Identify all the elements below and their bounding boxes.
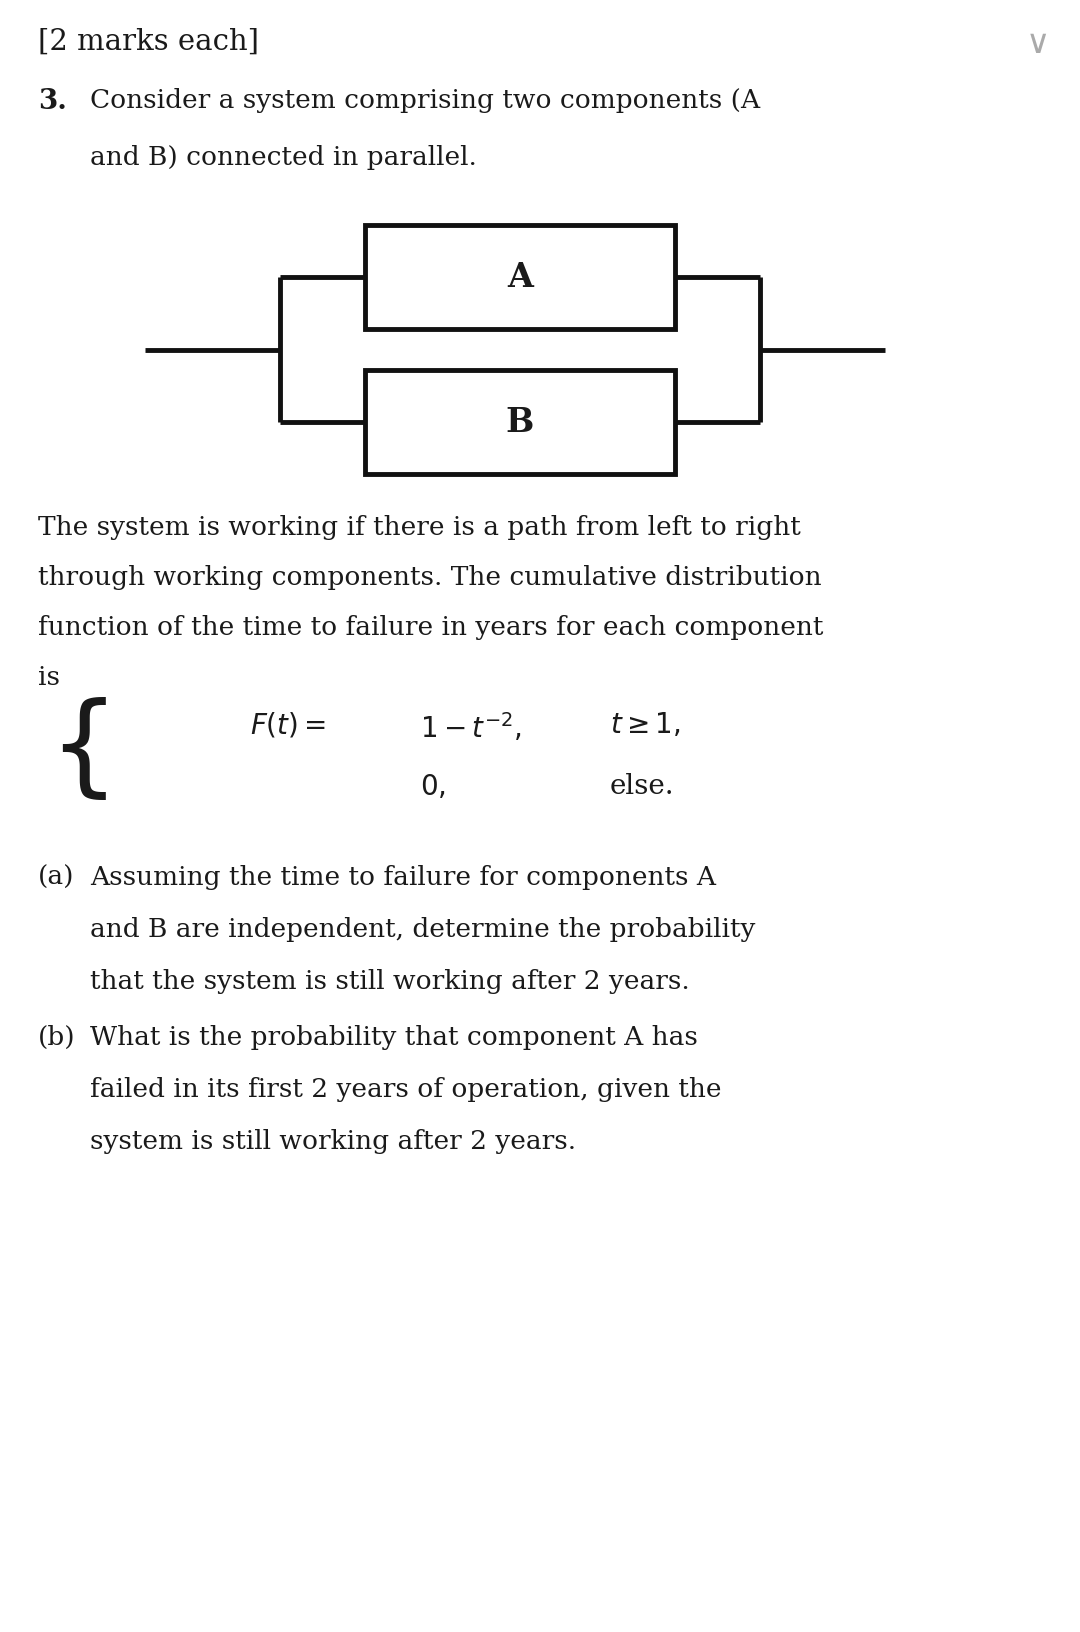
Text: (b): (b) [38,1025,76,1049]
Text: Consider a system comprising two components (A: Consider a system comprising two compone… [90,88,760,113]
Text: The system is working if there is a path from left to right: The system is working if there is a path… [38,514,800,540]
Text: through working components. The cumulative distribution: through working components. The cumulati… [38,565,822,589]
Text: $0,$: $0,$ [420,772,446,801]
Text: $F(t) =$: $F(t) =$ [249,710,326,739]
Text: system is still working after 2 years.: system is still working after 2 years. [90,1128,576,1154]
Text: and B are independent, determine the probability: and B are independent, determine the pro… [90,917,755,942]
Bar [365,225,675,330]
Text: 3.: 3. [38,88,67,114]
Text: [2 marks each]: [2 marks each] [38,28,259,55]
Text: $t \geq 1,$: $t \geq 1,$ [610,710,680,739]
Text: failed in its first 2 years of operation, given the: failed in its first 2 years of operation… [90,1077,721,1102]
Text: (a): (a) [38,865,75,889]
Text: function of the time to failure in years for each component: function of the time to failure in years… [38,615,823,640]
Text: B: B [505,406,535,439]
Text: else.: else. [610,772,675,800]
Text: $\{$: $\{$ [48,697,107,803]
Text: A: A [508,261,532,294]
Text: What is the probability that component A has: What is the probability that component A… [90,1025,698,1049]
Bar [365,370,675,475]
Text: that the system is still working after 2 years.: that the system is still working after 2… [90,968,690,994]
Text: ∨: ∨ [1026,28,1050,60]
Text: $1 - t^{-2},$: $1 - t^{-2},$ [420,710,522,744]
Text: is: is [38,664,60,690]
Text: and B) connected in parallel.: and B) connected in parallel. [90,145,477,170]
Text: Assuming the time to failure for components A: Assuming the time to failure for compone… [90,865,716,889]
